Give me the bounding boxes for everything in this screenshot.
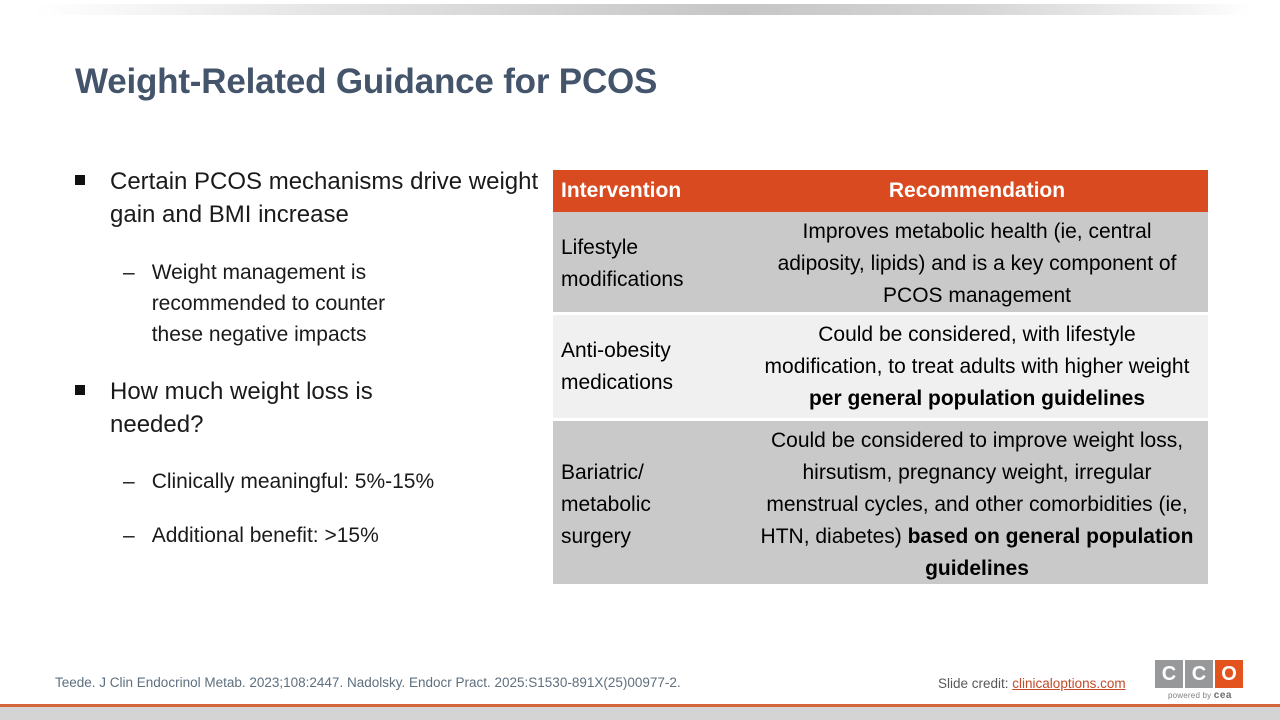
cco-logo-squares: C C O <box>1155 660 1245 688</box>
cco-logo: C C O powered by cea <box>1155 660 1245 701</box>
citation-text: Teede. J Clin Endocrinol Metab. 2023;108… <box>55 675 681 690</box>
bullet-text: Certain PCOS mechanisms drive weight gai… <box>110 168 539 228</box>
page-title: Weight-Related Guidance for PCOS <box>75 62 658 101</box>
table-row: Lifestyle modifications Improves metabol… <box>553 212 1208 312</box>
dash-bullet-icon: – <box>123 470 135 493</box>
logo-tagline: powered by cea <box>1168 690 1232 701</box>
square-bullet-icon <box>75 385 85 395</box>
clinicaloptions-link[interactable]: clinicaloptions.com <box>1012 676 1126 691</box>
cell-recommendation: Could be considered, with lifestyle modi… <box>764 323 1190 410</box>
slide-credit-label: Slide credit: <box>938 676 1013 691</box>
cell-intervention: Anti-obesity medications <box>561 339 674 394</box>
table-header-recommendation: Recommendation <box>888 179 1066 202</box>
square-bullet-icon <box>75 175 85 185</box>
bottom-gray-band <box>0 707 1280 720</box>
bottom-orange-rule <box>0 704 1280 707</box>
table-header-row: Intervention Recommendation <box>553 170 1208 212</box>
table-header-intervention: Intervention <box>561 179 682 202</box>
logo-letter-o: O <box>1215 660 1243 688</box>
guidance-table: Intervention Recommendation Lifestyle mo… <box>553 170 1208 584</box>
bullet-item: Certain PCOS mechanisms drive weight gai… <box>75 165 545 231</box>
cell-recommendation: Improves metabolic health (ie, central a… <box>777 220 1177 307</box>
sub-bullet-text: Weight management is recommended to coun… <box>151 261 386 346</box>
cell-intervention: Lifestyle modifications <box>561 236 684 291</box>
cell-intervention: Bariatric/ metabolic surgery <box>561 461 651 548</box>
bullet-item: How much weight loss is needed? <box>75 375 475 441</box>
slide-credit: Slide credit: clinicaloptions.com <box>938 676 1148 691</box>
sub-bullet-item: – Clinically meaningful: 5%-15% <box>123 466 483 497</box>
logo-letter-c2: C <box>1185 660 1213 688</box>
sub-bullet-item: – Weight management is recommended to co… <box>123 257 453 350</box>
table-row: Bariatric/ metabolic surgery Could be co… <box>553 418 1208 584</box>
bullet-text: How much weight loss is needed? <box>110 378 373 438</box>
sub-bullet-item: – Additional benefit: >15% <box>123 520 483 551</box>
dash-bullet-icon: – <box>123 524 135 547</box>
top-gradient-band <box>33 4 1251 15</box>
dash-bullet-icon: – <box>123 261 135 284</box>
sub-bullet-text: Clinically meaningful: 5%-15% <box>151 470 435 493</box>
table-row: Anti-obesity medications Could be consid… <box>553 312 1208 418</box>
cell-recommendation: Could be considered to improve weight lo… <box>760 429 1194 580</box>
logo-letter-c1: C <box>1155 660 1183 688</box>
sub-bullet-text: Additional benefit: >15% <box>151 524 379 547</box>
